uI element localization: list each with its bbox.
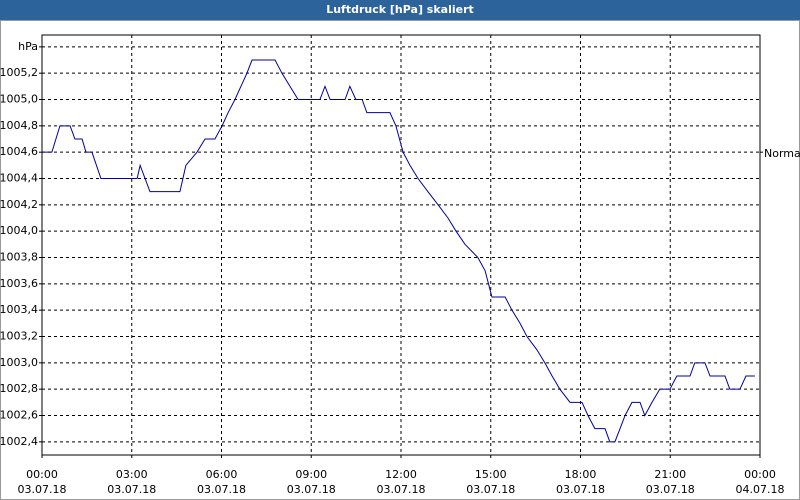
x-tick-label: 21:00 (654, 468, 686, 481)
y-tick-label: 1004,2 (0, 198, 38, 211)
y-tick-label: 1005,2 (0, 66, 38, 79)
x-tick-label: 15:00 (475, 468, 507, 481)
y-tick-label: 1002,4 (0, 435, 38, 448)
y-tick-label: 1004,4 (0, 172, 38, 185)
x-tick-date: 03.07.18 (197, 483, 246, 496)
x-tick-date: 03.07.18 (107, 483, 156, 496)
y-tick-label: 1002,8 (0, 382, 38, 395)
y-tick-label: 1003,8 (0, 251, 38, 264)
y-tick-label: 1003,0 (0, 356, 38, 369)
x-tick-label: 00:00 (744, 468, 776, 481)
x-tick-date: 04.07.18 (736, 483, 785, 496)
x-tick-date: 03.07.18 (466, 483, 515, 496)
y-tick-label: 1004,6 (0, 145, 38, 158)
x-tick-date: 03.07.18 (646, 483, 695, 496)
x-tick-label: 09:00 (295, 468, 327, 481)
x-tick-label: 06:00 (206, 468, 238, 481)
x-tick-label: 18:00 (565, 468, 597, 481)
y-tick-label: hPa (18, 40, 38, 53)
chart-title: Luftdruck [hPa] skaliert (326, 3, 474, 16)
y-tick-label: 1004,0 (0, 224, 38, 237)
y-tick-label: 1003,4 (0, 303, 38, 316)
y-tick-label: 1003,6 (0, 277, 38, 290)
normal-label: Normal (764, 147, 800, 160)
x-tick-label: 00:00 (26, 468, 58, 481)
x-tick-label: 03:00 (116, 468, 148, 481)
title-bar (0, 0, 800, 20)
x-tick-date: 03.07.18 (556, 483, 605, 496)
y-tick-label: 1005,0 (0, 93, 38, 106)
data-line (42, 59, 755, 443)
plot-border (41, 34, 761, 456)
x-tick-date: 03.07.18 (377, 483, 426, 496)
y-tick-label: 1003,2 (0, 330, 38, 343)
y-tick-label: 1002,6 (0, 409, 38, 422)
x-tick-label: 12:00 (385, 468, 417, 481)
y-tick-label: 1004,8 (0, 119, 38, 132)
x-tick-date: 03.07.18 (18, 483, 67, 496)
x-tick-date: 03.07.18 (287, 483, 336, 496)
